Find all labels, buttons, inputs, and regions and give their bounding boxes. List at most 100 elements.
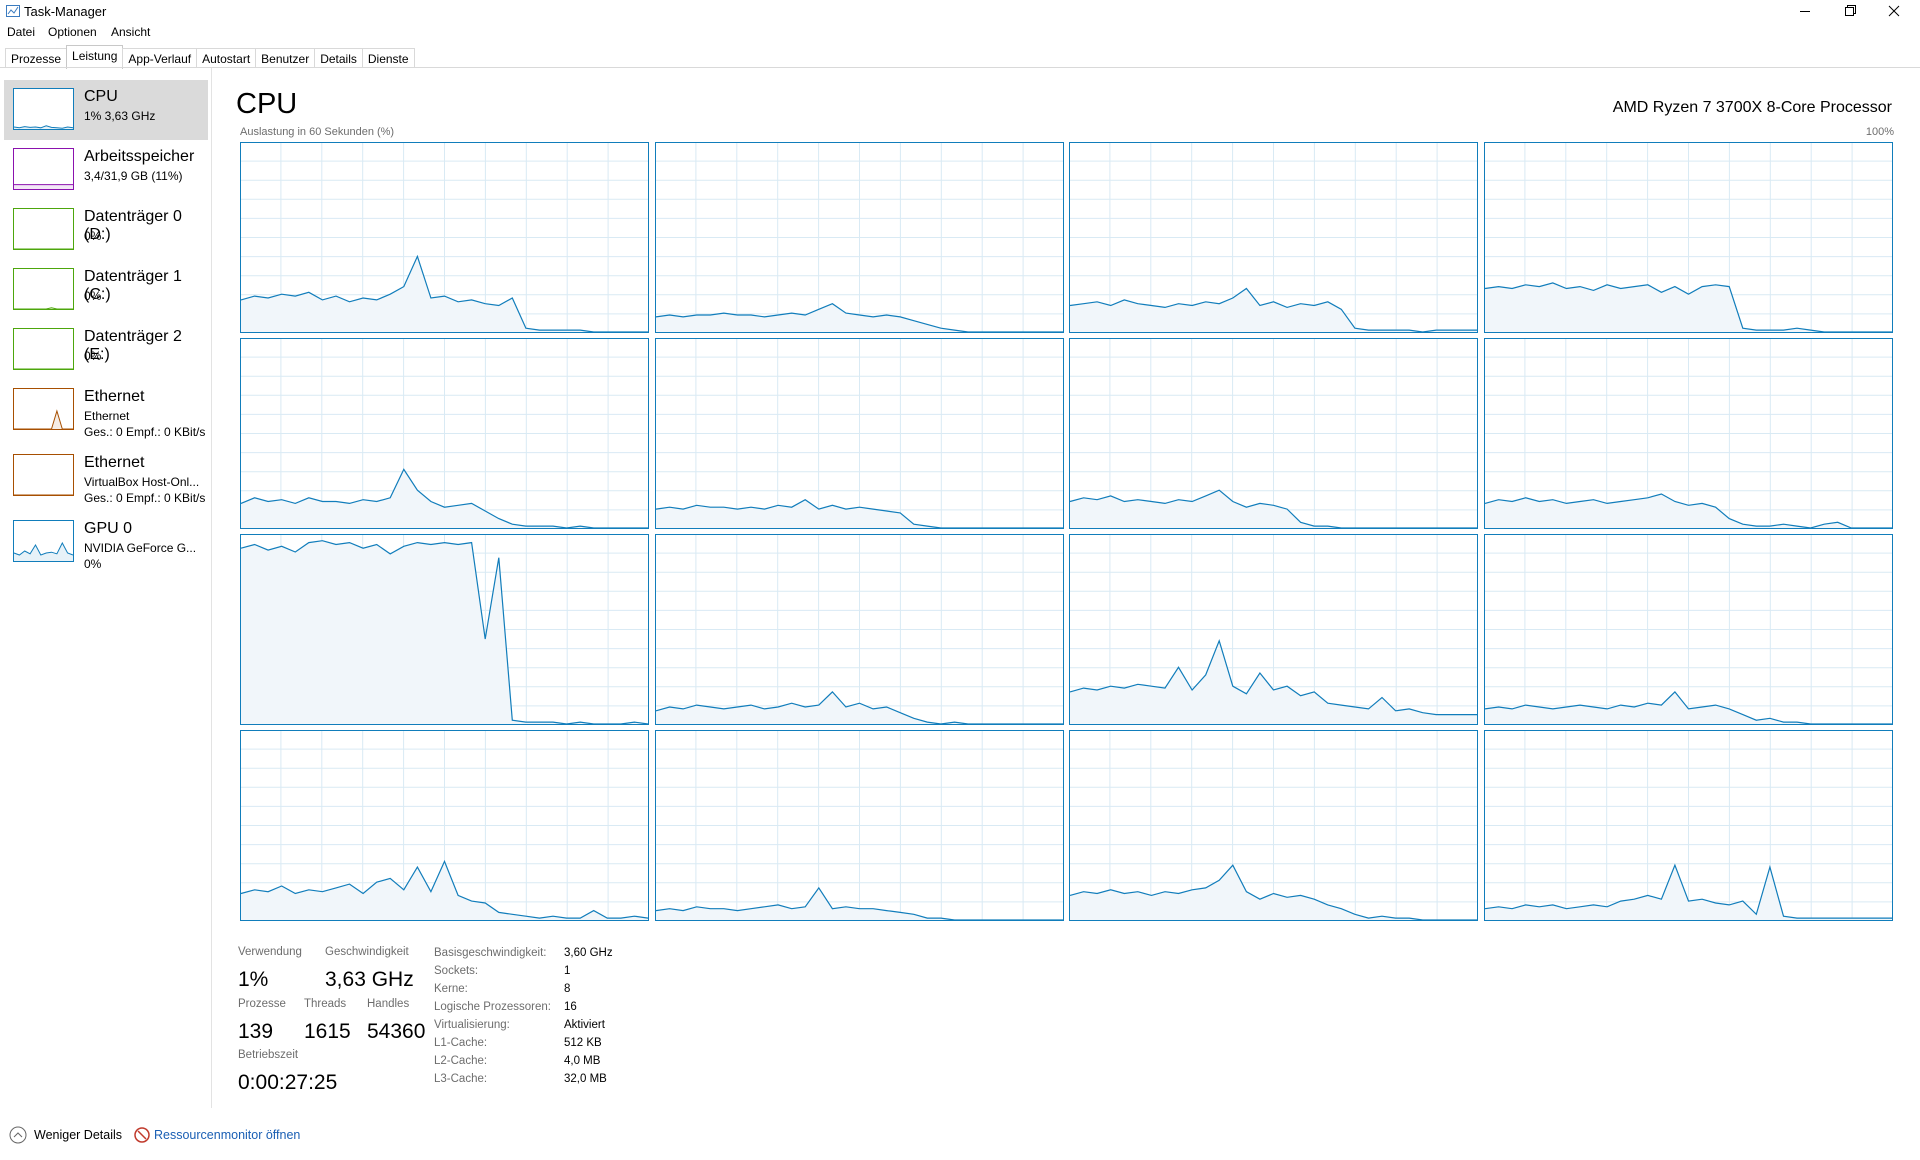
usage-line [1484, 863, 1892, 919]
core-graph [240, 338, 649, 529]
graph-frame [240, 142, 649, 333]
item-detail: 0% [84, 557, 102, 571]
stat-label: Threads [304, 998, 347, 1010]
thumbnail-line [13, 125, 74, 129]
usage-area [241, 256, 648, 332]
detail-value: 1 [564, 965, 571, 977]
stat-value: 0:00:27:25 [238, 1071, 338, 1094]
tab[interactable]: Details [314, 48, 363, 67]
core-graph [1484, 142, 1893, 333]
thumbnail-line [14, 409, 73, 430]
usage-area [656, 887, 1063, 920]
detail-label: L3-Cache: [434, 1073, 488, 1085]
core-graph [655, 730, 1064, 921]
item-detail: 0% [84, 229, 102, 243]
item-detail: Ethernet [84, 409, 130, 423]
item-detail: Ges.: 0 Empf.: 0 KBit/s [84, 491, 206, 505]
item-detail: 3,4/31,9 GB (11%) [84, 169, 183, 183]
thumbnail [13, 520, 74, 562]
stat-value: 1% [238, 968, 269, 991]
usage-line [1069, 638, 1477, 716]
item-detail: Ges.: 0 Empf.: 0 KBit/s [84, 425, 206, 439]
thumbnail-frame [13, 520, 74, 562]
less-details[interactable]: Weniger Details [34, 1128, 123, 1142]
sidebar-item[interactable]: GPU 0 NVIDIA GeForce G... 0% [4, 512, 208, 578]
window-controls[interactable] [1790, 0, 1920, 24]
item-name: Ethernet [84, 454, 145, 471]
usage-line [240, 468, 648, 529]
graph-label: Auslastung in 60 Sekunden (%) [240, 126, 395, 138]
core-graph [240, 142, 649, 333]
graph-frame [240, 730, 649, 921]
graph-frame [1069, 142, 1478, 333]
item-detail: 0% [84, 289, 102, 303]
usage-area [1070, 490, 1477, 528]
tab[interactable]: Benutzer [255, 48, 316, 67]
tab[interactable]: App-Verlauf [122, 48, 198, 67]
core-graph [1484, 534, 1893, 725]
resource-monitor-link[interactable]: Ressourcenmonitor öffnen [154, 1128, 301, 1142]
usage-line [1484, 493, 1892, 529]
stat-label: Betriebszeit [238, 1049, 299, 1061]
thumbnail-area [14, 184, 73, 189]
core-graph [1069, 142, 1478, 333]
usage-line [1069, 287, 1477, 333]
usage-area [656, 303, 1063, 332]
detail-value: 4,0 MB [564, 1055, 601, 1067]
graph-frame [1484, 730, 1893, 921]
tab-strip: Prozesse Leistung App-Verlauf Autostart Benu… [5, 45, 415, 69]
sidebar-item[interactable]: Arbeitsspeicher 3,4/31,9 GB (11%) [4, 140, 208, 200]
tab[interactable]: Dienste [361, 48, 415, 67]
graph-max: 100% [1865, 126, 1894, 138]
graph-frame [1484, 534, 1893, 725]
usage-line [240, 540, 649, 725]
item-detail: NVIDIA GeForce G... [84, 541, 197, 555]
usage-area [241, 469, 648, 528]
tab[interactable]: Leistung [66, 45, 124, 69]
graph-frame [655, 338, 1064, 529]
thumbnail [13, 328, 74, 370]
stat-value: 1615 [304, 1020, 351, 1043]
menu-item[interactable]: Optionen [48, 25, 97, 39]
thumbnail-frame [13, 208, 74, 250]
sidebar-item[interactable]: Datenträger 1 (C:) 0% [4, 260, 208, 320]
detail-value: 3,60 GHz [564, 947, 613, 959]
window-title: Task-Manager [24, 4, 107, 19]
stat-value: 3,63 GHz [325, 968, 414, 991]
sidebar-item[interactable]: Datenträger 0 (D:) 0% [4, 200, 208, 260]
stat-value: 139 [238, 1020, 274, 1043]
graph-frame [1069, 338, 1478, 529]
thumbnail [13, 88, 74, 130]
less-details-icon[interactable] [8, 1125, 28, 1145]
tab[interactable]: Autostart [196, 48, 257, 67]
core-graph [1069, 534, 1478, 725]
tab[interactable]: Prozesse [5, 48, 68, 67]
core-graph [655, 534, 1064, 725]
sidebar-item[interactable]: Ethernet Ethernet Ges.: 0 Empf.: 0 KBit/s [4, 380, 208, 446]
graph-frame [1069, 730, 1478, 921]
item-name: Datenträger 2 (E:) [84, 328, 182, 363]
sidebar-item[interactable]: CPU 1% 3,63 GHz [4, 80, 208, 140]
graph-frame [240, 338, 649, 529]
stat-value: 54360 [367, 1020, 426, 1043]
thumbnail-frame [13, 328, 74, 370]
menu-item[interactable]: Datei [7, 25, 36, 39]
detail-value: 8 [564, 983, 571, 995]
detail-label: Logische Prozessoren: [434, 1001, 551, 1013]
usage-area [656, 691, 1063, 724]
menu-item[interactable]: Ansicht [111, 25, 151, 39]
core-graph [1484, 730, 1893, 921]
sidebar-item[interactable]: Ethernet VirtualBox Host-Onl... Ges.: 0 Em… [4, 446, 208, 512]
usage-line [1069, 864, 1477, 921]
stat-label: Geschwindigkeit [325, 946, 409, 958]
graph-frame [655, 142, 1064, 333]
thumbnail-frame [13, 268, 74, 310]
item-name: GPU 0 [84, 520, 133, 537]
usage-line [240, 859, 649, 919]
monitor-icon[interactable] [133, 1126, 151, 1144]
detail-label: L1-Cache: [434, 1037, 488, 1049]
sidebar-item[interactable]: Datenträger 2 (E:) 0% [4, 320, 208, 380]
item-name: CPU [84, 88, 118, 105]
graph-frame [1484, 142, 1893, 333]
